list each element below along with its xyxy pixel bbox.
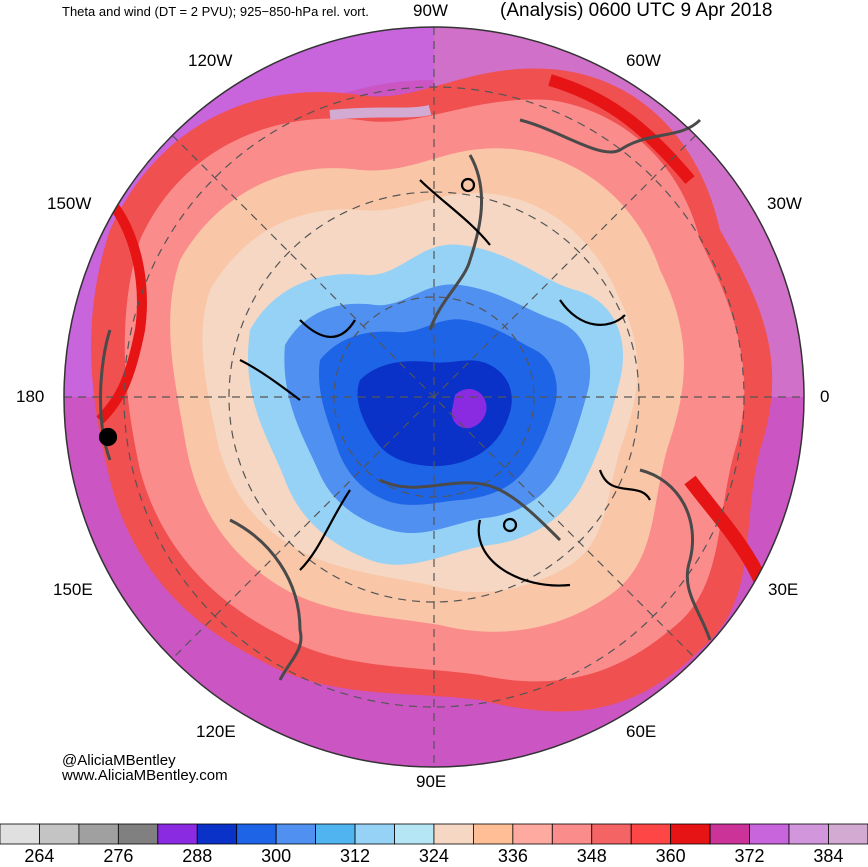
- colorbar-swatch: [788, 823, 829, 845]
- lon-label-180: 180: [16, 387, 45, 406]
- colorbar-tick-label: 348: [576, 846, 607, 866]
- colorbar-swatch: [157, 823, 198, 845]
- colorbar-swatch: [78, 823, 119, 845]
- colorbar-swatch: [749, 823, 790, 845]
- lon-label-150e: 150E: [53, 580, 93, 599]
- colorbar-swatch: [630, 823, 672, 845]
- lon-label-30w: 30W: [767, 194, 802, 213]
- colorbar-swatch: [472, 823, 514, 845]
- lon-label-150w: 150W: [47, 194, 92, 213]
- colorbar-tick-label: 288: [182, 846, 213, 866]
- lon-label-30e: 30E: [768, 580, 799, 599]
- colorbar-swatch: [512, 823, 553, 845]
- graticule: [64, 27, 804, 767]
- colorbar-swatch: [0, 823, 40, 845]
- lon-label-90e: 90E: [416, 772, 447, 791]
- colorbar-swatch: [551, 823, 593, 845]
- colorbar-tick-label: 372: [734, 846, 765, 866]
- colorbar-swatch: [236, 823, 277, 845]
- lon-label-90w: 90W: [413, 1, 448, 20]
- colorbar-swatch: [315, 823, 356, 845]
- colorbar-swatch: [354, 823, 395, 845]
- colorbar-tick-label: 360: [655, 846, 686, 866]
- colorbar-swatch: [39, 823, 80, 845]
- lon-label-0: 0: [820, 387, 830, 406]
- colorbar-swatch: [670, 823, 711, 845]
- colorbar-swatch: [709, 823, 750, 845]
- colorbar-swatch: [275, 823, 316, 845]
- chart-title-left: Theta and wind (DT = 2 PVU); 925−850-hPa…: [62, 4, 369, 19]
- colorbar-tick-label: 276: [103, 846, 134, 866]
- vorticity-contours: [98, 177, 651, 587]
- map-boundary: [63, 26, 805, 768]
- credit-twitter: @AliciaMBentley: [62, 752, 176, 769]
- colorbar-swatch: [196, 823, 238, 845]
- lon-label-120w: 120W: [188, 51, 233, 70]
- lon-label-60e: 60E: [626, 722, 657, 741]
- colorbar-swatch: [117, 823, 159, 845]
- colorbar-tick-label: 384: [813, 846, 844, 866]
- coastlines: [99, 118, 712, 681]
- colorbar-tick-label: 324: [418, 846, 449, 866]
- colorbar-swatch: [433, 823, 474, 845]
- colorbar-tick-label: 300: [261, 846, 292, 866]
- colorbar-swatch: [591, 823, 632, 845]
- chart-title-right: (Analysis) 0600 UTC 9 Apr 2018: [500, 0, 773, 21]
- colorbar-swatch: [394, 823, 435, 845]
- colorbar-tick-label: 312: [340, 846, 371, 866]
- lon-label-60w: 60W: [626, 51, 661, 70]
- credit-website: www.AliciaMBentley.com: [62, 767, 228, 784]
- colorbar-tick-label: 336: [497, 846, 528, 866]
- colorbar: [0, 823, 868, 845]
- colorbar-tick-label: 264: [24, 846, 55, 866]
- lon-label-120e: 120E: [196, 722, 236, 741]
- colorbar-swatch: [828, 823, 868, 845]
